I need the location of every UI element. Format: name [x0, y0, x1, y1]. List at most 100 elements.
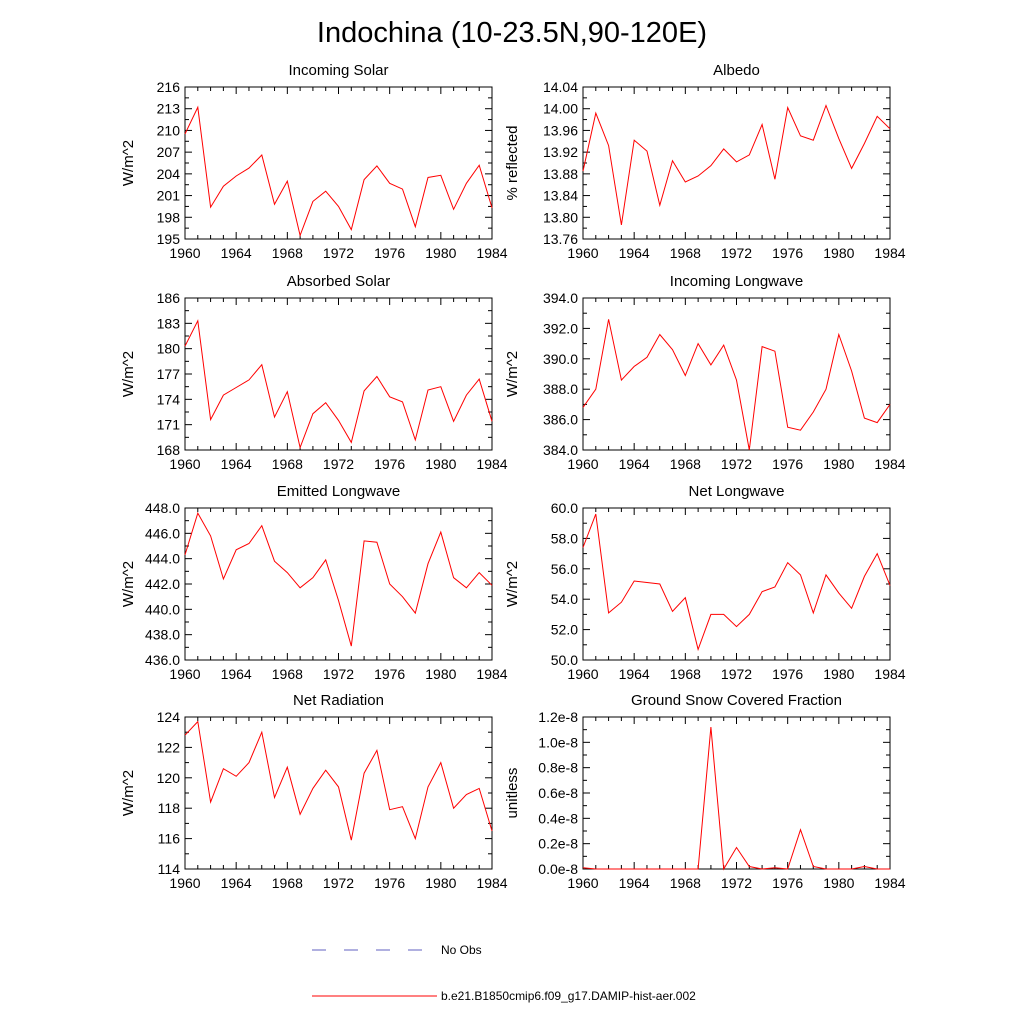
y-tick-label: 13.80 — [543, 209, 578, 225]
x-tick-label: 1976 — [772, 875, 803, 891]
x-tick-label: 1968 — [670, 666, 701, 682]
x-tick-label: 1960 — [567, 875, 598, 891]
y-tick-label: 124 — [157, 709, 181, 725]
x-tick-label: 1980 — [425, 456, 456, 472]
x-tick-label: 1984 — [874, 456, 905, 472]
series-line — [184, 319, 493, 450]
y-tick-label: 388.0 — [543, 381, 578, 397]
y-tick-label: 440.0 — [145, 601, 180, 617]
y-tick-label: 177 — [157, 366, 181, 382]
legend: No Obs b.e21.B1850cmip6.f09_g17.DAMIP-his… — [312, 943, 696, 1003]
panel-title: Ground Snow Covered Fraction — [631, 692, 842, 709]
x-tick-label: 1964 — [619, 456, 650, 472]
x-tick-label: 1984 — [874, 875, 905, 891]
x-tick-label: 1968 — [272, 456, 303, 472]
x-tick-label: 1976 — [772, 456, 803, 472]
x-tick-label: 1964 — [619, 245, 650, 261]
plot-frame — [582, 86, 891, 240]
x-tick-label: 1984 — [476, 245, 507, 261]
y-axis-label: W/m^2 — [120, 561, 137, 607]
x-tick-label: 1980 — [823, 245, 854, 261]
series-line — [184, 720, 493, 841]
x-tick-label: 1980 — [425, 875, 456, 891]
y-tick-label: 180 — [157, 341, 181, 357]
y-axis-label: unitless — [504, 768, 521, 819]
y-axis-label: W/m^2 — [504, 351, 521, 397]
x-tick-label: 1984 — [874, 245, 905, 261]
legend-label: No Obs — [441, 943, 482, 957]
y-tick-label: 186 — [157, 290, 181, 306]
y-tick-label: 54.0 — [551, 591, 578, 607]
panel-4: Incoming Longwave 1960 1964 1968 1972 1976 198… — [504, 273, 906, 472]
y-axis-label: % reflected — [504, 125, 521, 200]
y-tick-label: 13.96 — [543, 122, 578, 138]
x-tick-label: 1972 — [323, 456, 354, 472]
panels: Incoming Solar 1960 1964 1968 1972 1976 1980 19… — [120, 62, 906, 891]
y-tick-label: 210 — [157, 122, 181, 138]
y-tick-label: 392.0 — [543, 320, 578, 336]
legend-label: b.e21.B1850cmip6.f09_g17.DAMIP-hist-aer.… — [441, 989, 696, 1003]
x-tick-label: 1968 — [272, 875, 303, 891]
x-tick-label: 1972 — [323, 666, 354, 682]
y-tick-label: 444.0 — [145, 551, 180, 567]
y-tick-label: 122 — [157, 739, 181, 755]
x-tick-label: 1976 — [772, 666, 803, 682]
panel-6: Net Longwave 1960 1964 1968 1972 1976 1980 1984… — [504, 483, 906, 682]
y-tick-label: 384.0 — [543, 442, 578, 458]
plot-frame — [184, 297, 493, 451]
x-tick-label: 1960 — [169, 456, 200, 472]
x-tick-label: 1976 — [374, 666, 405, 682]
y-tick-label: 52.0 — [551, 622, 578, 638]
series-line — [582, 104, 891, 225]
panel-title: Albedo — [713, 62, 760, 79]
y-axis-label: W/m^2 — [120, 770, 137, 816]
panel-title: Emitted Longwave — [277, 483, 400, 500]
x-tick-label: 1980 — [823, 666, 854, 682]
y-tick-label: 13.76 — [543, 231, 578, 247]
x-tick-label: 1980 — [425, 245, 456, 261]
x-tick-label: 1972 — [721, 875, 752, 891]
y-tick-label: 0.8e-8 — [538, 760, 578, 776]
x-tick-label: 1984 — [476, 456, 507, 472]
y-tick-label: 171 — [157, 417, 181, 433]
plot-frame — [184, 716, 493, 870]
x-tick-label: 1980 — [823, 875, 854, 891]
plot-frame — [184, 507, 493, 661]
x-tick-label: 1968 — [272, 245, 303, 261]
y-tick-label: 390.0 — [543, 351, 578, 367]
y-tick-label: 14.00 — [543, 101, 578, 117]
y-tick-label: 195 — [157, 231, 181, 247]
plot-frame — [184, 86, 493, 240]
x-tick-label: 1972 — [323, 875, 354, 891]
x-tick-label: 1972 — [721, 245, 752, 261]
series-line — [582, 319, 891, 451]
y-axis-label: W/m^2 — [120, 140, 137, 186]
x-tick-label: 1964 — [221, 245, 252, 261]
panel-5: Emitted Longwave 1960 1964 1968 1972 1976 1980… — [120, 483, 508, 682]
panel-7: Net Radiation 1960 1964 1968 1972 1976 1980 198… — [120, 692, 508, 891]
x-tick-label: 1980 — [425, 666, 456, 682]
figure-title: Indochina (10-23.5N,90-120E) — [317, 17, 707, 49]
series-line — [582, 513, 891, 652]
y-tick-label: 213 — [157, 101, 181, 117]
x-tick-label: 1976 — [374, 245, 405, 261]
panel-2: Albedo 1960 1964 1968 1972 1976 1980 1984 13.76 1… — [504, 62, 906, 261]
y-tick-label: 183 — [157, 315, 181, 331]
x-tick-label: 1960 — [169, 875, 200, 891]
y-tick-label: 56.0 — [551, 561, 578, 577]
x-tick-label: 1960 — [169, 666, 200, 682]
x-tick-label: 1968 — [670, 875, 701, 891]
y-tick-label: 116 — [158, 831, 181, 847]
y-tick-label: 436.0 — [145, 652, 180, 668]
y-tick-label: 1.2e-8 — [538, 709, 578, 725]
y-tick-label: 442.0 — [145, 576, 180, 592]
y-tick-label: 0.0e-8 — [538, 861, 578, 877]
panel-1: Incoming Solar 1960 1964 1968 1972 1976 1980 19… — [120, 62, 508, 261]
y-tick-label: 0.2e-8 — [538, 836, 578, 852]
y-axis-label: W/m^2 — [504, 561, 521, 607]
series-line — [582, 727, 890, 871]
y-tick-label: 120 — [157, 770, 181, 786]
x-tick-label: 1972 — [721, 456, 752, 472]
panel-title: Absorbed Solar — [287, 273, 390, 290]
